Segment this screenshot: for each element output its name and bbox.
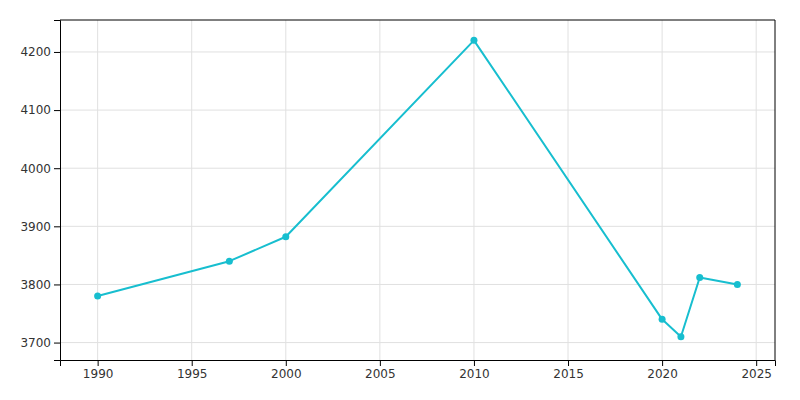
point xyxy=(659,316,666,323)
y-tick: 3800 xyxy=(20,278,60,292)
y-axis: 3700 3800 3900 4000 4100 4200 xyxy=(20,21,60,361)
y-tick: 4100 xyxy=(20,103,60,117)
y-tick-label: 3900 xyxy=(20,220,51,234)
y-grid-line xyxy=(60,226,775,227)
x-tick-label: 2015 xyxy=(553,367,584,381)
y-tick: 3900 xyxy=(20,220,60,234)
x-tick-label: 2010 xyxy=(459,367,490,381)
x-grid-line xyxy=(191,20,192,360)
plot-area: 1990 1995 2000 2005 2010 2015 2020 2025 3700 3800… xyxy=(20,20,775,381)
x-tick-mark xyxy=(98,360,99,366)
point xyxy=(282,233,289,240)
y-tick: 4200 xyxy=(20,45,60,59)
y-tick-mark xyxy=(54,226,60,227)
y-tick-mark xyxy=(54,284,60,285)
point xyxy=(677,333,684,340)
marks xyxy=(94,37,741,340)
y-tick-label: 4100 xyxy=(20,103,51,117)
x-grid-line xyxy=(379,20,380,360)
x-tick: 2005 xyxy=(365,360,396,381)
x-tick-label: 1995 xyxy=(177,367,208,381)
y-grid-line xyxy=(60,342,775,343)
y-tick-label: 4000 xyxy=(20,162,51,176)
x-axis: 1990 1995 2000 2005 2010 2015 2020 2025 xyxy=(61,360,776,381)
plot-frame xyxy=(60,20,775,21)
y-tick-label: 3700 xyxy=(20,336,51,350)
point xyxy=(696,274,703,281)
x-tick: 2025 xyxy=(741,360,772,381)
y-tick-label: 4200 xyxy=(20,45,51,59)
x-tick: 1990 xyxy=(83,360,114,381)
y-grid-line xyxy=(60,284,775,285)
grid xyxy=(60,20,775,360)
y-tick: 3700 xyxy=(20,336,60,350)
y-tick-mark xyxy=(54,52,60,53)
x-tick-label: 1990 xyxy=(83,367,114,381)
point xyxy=(94,293,101,300)
y-tick-mark xyxy=(54,168,60,169)
y-tick: 4000 xyxy=(20,162,60,176)
x-tick: 2020 xyxy=(647,360,678,381)
x-tick-mark xyxy=(474,360,475,366)
y-tick-mark xyxy=(54,343,60,344)
x-tick-mark xyxy=(662,360,663,366)
x-tick-label: 2005 xyxy=(365,367,396,381)
line xyxy=(98,40,738,336)
chart-svg: 1990 1995 2000 2005 2010 2015 2020 2025 3700 3800… xyxy=(0,0,800,400)
x-tick-mark xyxy=(192,360,193,366)
point xyxy=(734,281,741,288)
chart-container: 1990 1995 2000 2005 2010 2015 2020 2025 3700 3800… xyxy=(0,0,800,400)
plot-frame xyxy=(775,20,776,360)
x-tick: 1995 xyxy=(177,360,208,381)
y-grid-line xyxy=(60,110,775,111)
y-tick-mark xyxy=(54,110,60,111)
x-tick-mark xyxy=(568,360,569,366)
x-grid-line xyxy=(662,20,663,360)
x-tick-mark xyxy=(756,360,757,366)
x-grid-line xyxy=(97,20,98,360)
x-grid-line xyxy=(473,20,474,360)
x-tick-label: 2025 xyxy=(741,367,772,381)
x-grid-line xyxy=(568,20,569,360)
x-tick-mark xyxy=(380,360,381,366)
x-grid-line xyxy=(756,20,757,360)
x-tick-label: 2000 xyxy=(271,367,302,381)
point xyxy=(226,258,233,265)
x-grid-line xyxy=(285,20,286,360)
x-axis-line xyxy=(61,361,776,367)
x-tick: 2000 xyxy=(271,360,302,381)
x-tick: 2015 xyxy=(553,360,584,381)
x-tick-label: 2020 xyxy=(647,367,678,381)
y-tick-label: 3800 xyxy=(20,278,51,292)
y-axis-line xyxy=(54,21,61,361)
x-tick: 2010 xyxy=(459,360,490,381)
y-grid-line xyxy=(60,168,775,169)
x-tick-mark xyxy=(286,360,287,366)
point xyxy=(470,37,477,44)
y-grid-line xyxy=(60,51,775,52)
